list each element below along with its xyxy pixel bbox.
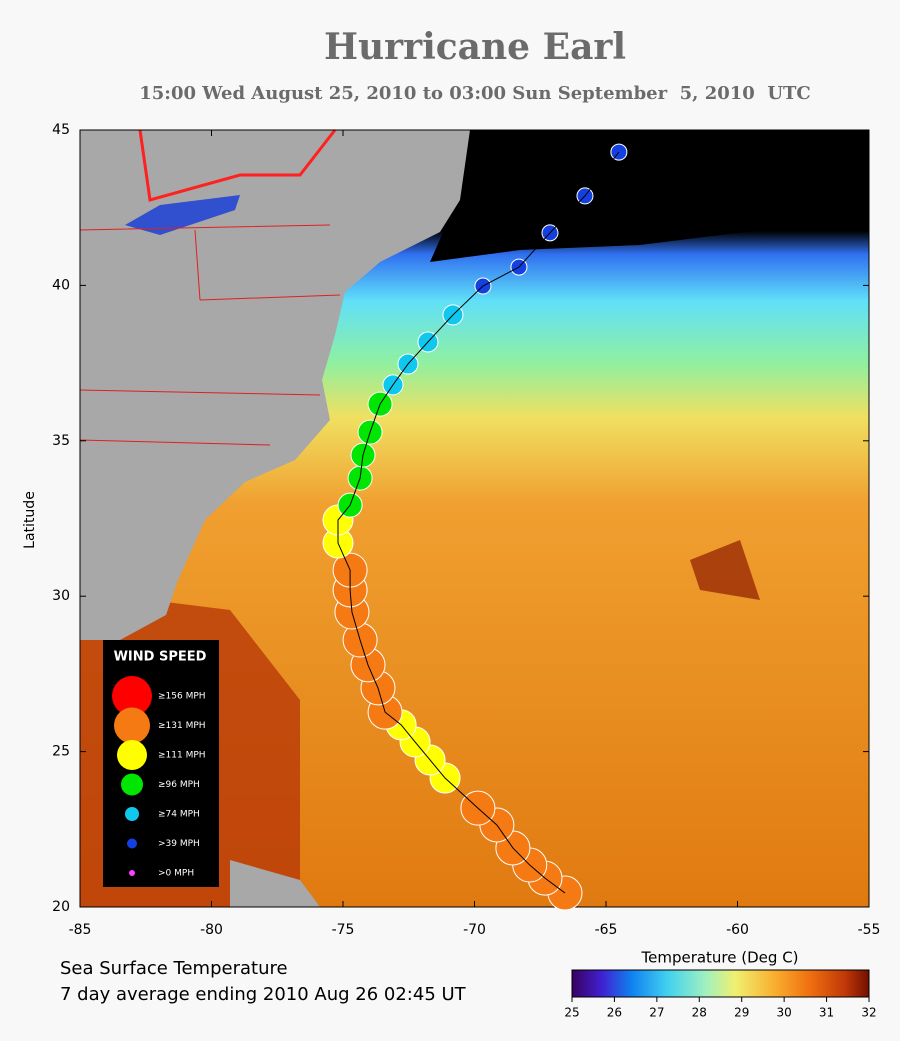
colorbar-tick-label: 27 (649, 1006, 664, 1020)
y-tick-label: 25 (52, 744, 70, 760)
title: Hurricane Earl (324, 26, 626, 68)
x-tick-label: -75 (332, 922, 355, 938)
legend-title: WIND SPEED (114, 650, 207, 665)
x-tick-label: -55 (858, 922, 881, 938)
colorbar-tick-label: 25 (564, 1006, 579, 1020)
x-tick-label: -60 (726, 922, 749, 938)
colorbar-tick-label: 32 (861, 1006, 876, 1020)
axes: -85 -80 -75 -70 -65 -60 -55 20 25 30 35 40 45 (52, 122, 880, 938)
colorbar-tick-label: 26 (607, 1006, 622, 1020)
legend-swatch (129, 870, 135, 876)
y-axis-label: Latitude (22, 491, 38, 549)
colorbar-label: Temperature (Deg C) (640, 949, 798, 967)
legend: WIND SPEED ≥156 MPH ≥131 MPH ≥111 MPH ≥96 M… (112, 650, 207, 879)
legend-swatch (114, 707, 150, 744)
legend-swatch (112, 676, 152, 716)
note: 7 day average ending 2010 Aug 26 02:45 U… (60, 984, 467, 1005)
legend-label: ≥96 MPH (158, 780, 200, 790)
track (322, 143, 628, 911)
y-tick-label: 20 (52, 899, 70, 915)
legend-label: ≥74 MPH (158, 810, 200, 820)
y-tick-label: 30 (52, 588, 70, 604)
note: Sea Surface Temperature (60, 958, 288, 979)
legend-label: ≥111 MPH (158, 751, 206, 761)
colorbar-ticks: 25 26 27 28 29 30 31 32 (564, 997, 877, 1020)
x-tick-label: -65 (595, 922, 618, 938)
legend-label: ≥131 MPH (158, 721, 206, 731)
legend-label: >0 MPH (158, 869, 194, 879)
colorbar-tick-label: 28 (692, 1006, 707, 1020)
y-tick-label: 35 (52, 433, 70, 449)
legend-swatch (125, 807, 139, 821)
colorbar (571, 969, 870, 998)
track-line (337, 151, 620, 894)
legend-label: >39 MPH (158, 839, 200, 849)
x-tick-label: -85 (69, 922, 92, 938)
legend-swatch (127, 838, 137, 849)
colorbar-tick-label: 30 (777, 1006, 792, 1020)
x-tick-label: -80 (200, 922, 223, 938)
y-tick-label: 45 (52, 122, 70, 138)
legend-swatch (117, 740, 147, 770)
colorbar-tick-label: 29 (734, 1006, 749, 1020)
y-tick-label: 40 (52, 277, 70, 293)
legend-swatch (121, 773, 143, 796)
legend-label: ≥156 MPH (158, 692, 206, 702)
colorbar-tick-label: 31 (819, 1006, 834, 1020)
subtitle: 15:00 Wed August 25, 2010 to 03:00 Sun S… (139, 83, 811, 104)
x-tick-label: -70 (463, 922, 486, 938)
